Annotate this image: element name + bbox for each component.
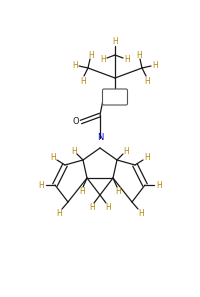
Text: H: H <box>112 37 117 47</box>
FancyBboxPatch shape <box>102 89 127 105</box>
Text: H: H <box>56 208 62 217</box>
Text: H: H <box>79 187 84 197</box>
Text: H: H <box>115 187 120 197</box>
Text: H: H <box>135 50 141 59</box>
Text: H: H <box>151 61 157 69</box>
Text: O: O <box>72 118 79 127</box>
Text: H: H <box>89 203 94 212</box>
Text: H: H <box>72 61 77 69</box>
Text: H: H <box>80 77 85 86</box>
Text: H: H <box>124 55 129 64</box>
Text: H: H <box>71 146 76 156</box>
Text: Oos: Oos <box>107 92 122 102</box>
Text: H: H <box>137 208 143 217</box>
Text: H: H <box>155 181 161 189</box>
Text: H: H <box>50 154 56 162</box>
Text: H: H <box>143 154 149 162</box>
Text: N: N <box>96 133 103 143</box>
Text: H: H <box>105 203 110 212</box>
Text: H: H <box>143 77 149 86</box>
Text: H: H <box>123 146 128 156</box>
Text: H: H <box>100 55 105 64</box>
Text: H: H <box>88 50 93 59</box>
Text: H: H <box>38 181 44 189</box>
